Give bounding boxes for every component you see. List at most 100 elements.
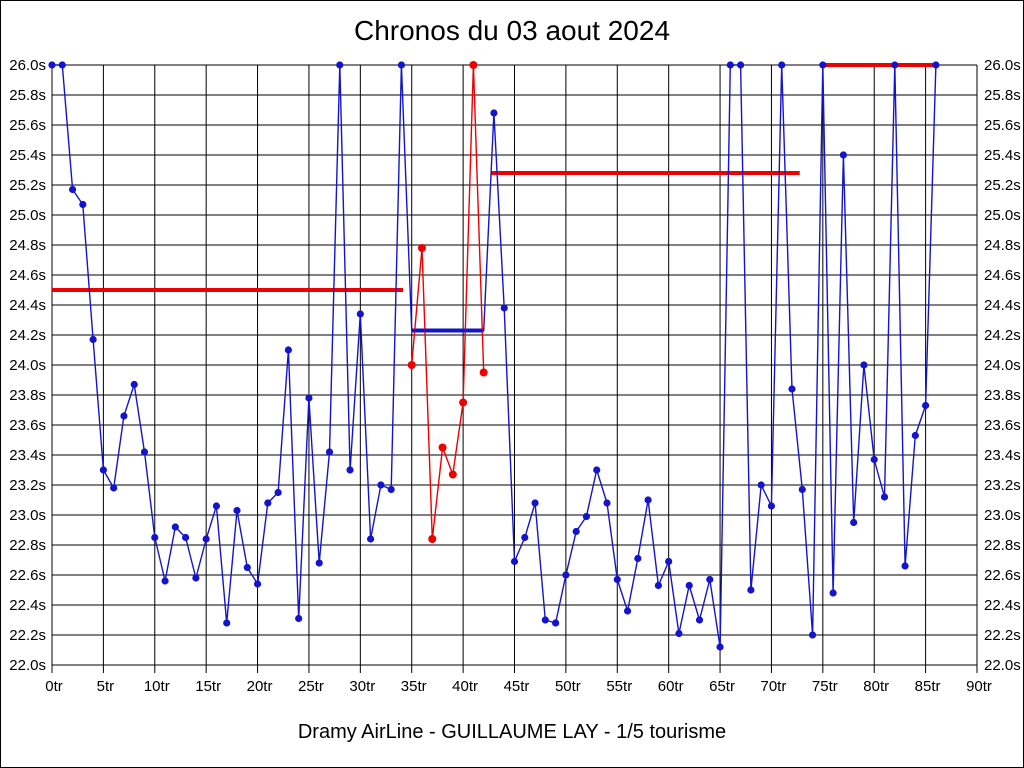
- blue-laps-point: [685, 581, 693, 590]
- x-axis-label: 20tr: [247, 678, 273, 695]
- blue-laps-point: [737, 61, 745, 69]
- y-axis-label-right: 23.2s: [984, 477, 1021, 494]
- blue-laps-point: [757, 481, 765, 489]
- blue-laps-point: [253, 580, 262, 588]
- x-axis-label: 60tr: [658, 678, 684, 695]
- y-axis-label-right: 24.4s: [984, 297, 1021, 314]
- blue-laps-point: [192, 574, 200, 582]
- blue-laps-point: [99, 466, 107, 474]
- x-axis-label: 85tr: [915, 678, 941, 695]
- blue-laps-line: [52, 64, 937, 648]
- blue-laps-point: [356, 310, 364, 318]
- blue-laps-point: [346, 466, 354, 474]
- y-axis-label-left: 25.2s: [9, 177, 46, 194]
- blue-laps-point: [654, 581, 662, 590]
- blue-laps-point: [767, 502, 776, 510]
- blue-laps-point: [901, 562, 909, 570]
- red-laps-point: [448, 470, 457, 479]
- tick-layer: [51, 665, 978, 673]
- y-axis-label-left: 22.6s: [9, 567, 46, 584]
- blue-laps-point: [120, 412, 128, 420]
- y-axis-label-left: 25.6s: [9, 117, 46, 134]
- blue-laps-point: [819, 61, 827, 69]
- x-axis-label: 70tr: [761, 678, 787, 695]
- blue-laps-point: [161, 577, 169, 585]
- y-axis-label-left: 22.2s: [9, 627, 46, 644]
- y-axis-label-left: 25.0s: [9, 207, 46, 224]
- x-axis-label: 80tr: [863, 678, 889, 695]
- blue-laps-point: [223, 619, 231, 627]
- y-axis-label-left: 24.4s: [9, 297, 46, 314]
- blue-laps-point: [79, 200, 87, 209]
- x-axis-label: 50tr: [555, 678, 581, 695]
- y-axis-label-left: 25.8s: [9, 87, 46, 104]
- y-axis-label-right: 22.0s: [984, 657, 1021, 674]
- y-axis-label-right: 23.4s: [984, 447, 1021, 464]
- blue-laps-point: [397, 61, 406, 69]
- blue-laps-point: [634, 554, 642, 563]
- y-axis-label-right: 25.4s: [984, 147, 1021, 164]
- x-axis-label: 40tr: [452, 678, 478, 695]
- x-axis-label: 0tr: [45, 678, 63, 695]
- blue-laps-point: [798, 485, 806, 494]
- blue-laps-point: [171, 523, 179, 531]
- blue-laps-point: [716, 643, 724, 651]
- red-laps-point: [428, 535, 437, 543]
- chart-title: Chronos du 03 aout 2024: [353, 15, 671, 46]
- x-axis-label: 65tr: [709, 678, 735, 695]
- blue-laps-point: [367, 535, 375, 543]
- blue-laps-point: [613, 575, 621, 584]
- blue-laps-point: [747, 586, 755, 594]
- y-axis-label-right: 24.8s: [984, 237, 1021, 254]
- y-axis-label-left: 23.0s: [9, 507, 46, 524]
- y-axis-label-right: 24.6s: [984, 267, 1021, 284]
- y-axis-label-right: 23.0s: [984, 507, 1021, 524]
- blue-laps-point: [89, 335, 97, 344]
- blue-laps-point: [880, 493, 889, 501]
- blue-laps-point: [552, 619, 560, 627]
- blue-laps-point: [336, 61, 344, 69]
- blue-laps-point: [521, 533, 529, 542]
- blue-laps-point: [58, 61, 66, 69]
- y-axis-label-right: 23.6s: [984, 417, 1021, 434]
- blue-laps-point: [644, 496, 652, 504]
- blue-laps-point: [264, 499, 272, 507]
- y-axis-label-left: 23.4s: [9, 447, 46, 464]
- blue-laps-point: [623, 607, 632, 615]
- blue-laps-point: [932, 61, 940, 69]
- blue-laps-point: [695, 616, 704, 624]
- blue-laps-point: [274, 488, 282, 497]
- y-axis-label-left: 26.0s: [9, 57, 46, 74]
- blue-laps-point: [500, 304, 508, 312]
- y-axis-label-right: 23.8s: [984, 387, 1021, 404]
- blue-laps-point: [68, 185, 77, 194]
- blue-laps-point: [706, 575, 714, 584]
- blue-laps-point: [850, 518, 858, 527]
- blue-laps-point: [839, 151, 847, 159]
- y-axis-label-left: 24.6s: [9, 267, 46, 284]
- x-axis-label: 55tr: [606, 678, 632, 695]
- x-axis-label: 75tr: [812, 678, 838, 695]
- blue-laps-point: [726, 61, 734, 69]
- y-axis-label-right: 26.0s: [984, 57, 1021, 74]
- y-axis-label-right: 25.8s: [984, 87, 1021, 104]
- y-axis-label-left: 22.8s: [9, 537, 46, 554]
- red-laps-point: [418, 244, 426, 252]
- y-axis-label-left: 24.0s: [9, 357, 46, 374]
- blue-laps-point: [243, 563, 251, 572]
- y-axis-label-right: 25.6s: [984, 117, 1021, 134]
- blue-laps-point: [593, 466, 601, 474]
- y-axis-label-left: 22.0s: [9, 657, 46, 674]
- x-axis-label: 45tr: [504, 678, 530, 695]
- blue-laps-point: [325, 448, 334, 456]
- blue-laps-point: [829, 589, 837, 597]
- reference-lines-layer: [52, 63, 936, 333]
- blue-laps-point: [675, 629, 683, 638]
- y-axis-label-left: 24.8s: [9, 237, 46, 254]
- x-axis-label: 15tr: [195, 678, 221, 695]
- y-axis-label-left: 25.4s: [9, 147, 46, 164]
- blue-laps-point: [788, 385, 796, 393]
- red-laps-point: [459, 398, 468, 407]
- y-axis-label-left: 23.6s: [9, 417, 46, 434]
- blue-laps-point: [387, 485, 395, 494]
